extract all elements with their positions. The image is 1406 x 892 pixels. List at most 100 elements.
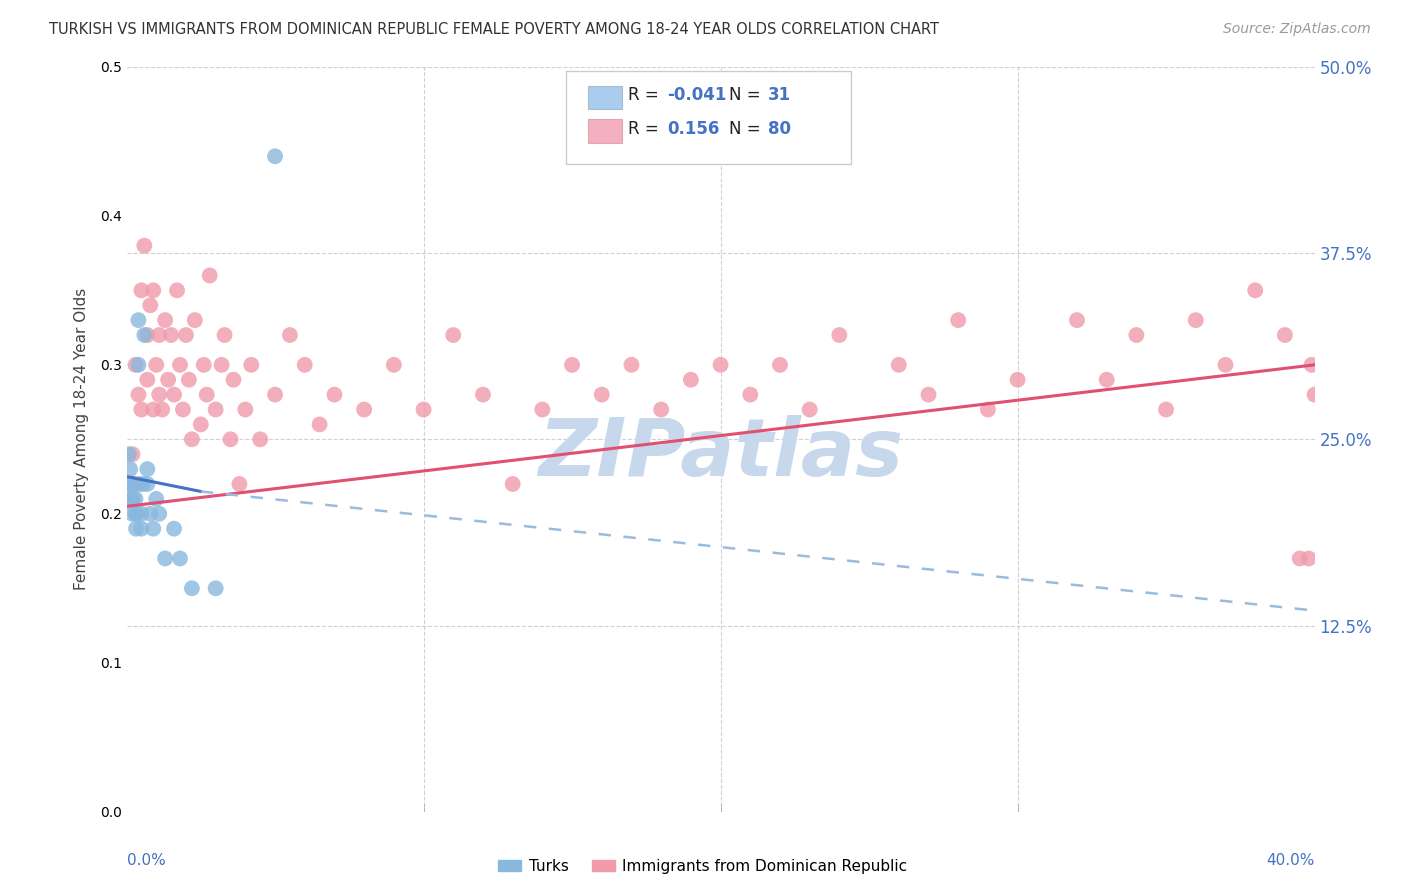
- Point: [120, 491, 142, 506]
- Point: [142, 402, 165, 417]
- Text: N =: N =: [728, 87, 766, 104]
- Point: [122, 477, 145, 491]
- Point: [153, 313, 176, 327]
- Point: [278, 328, 301, 343]
- Point: [121, 447, 143, 461]
- FancyBboxPatch shape: [588, 119, 621, 143]
- Point: [131, 522, 153, 536]
- Point: [308, 417, 330, 432]
- Point: [240, 358, 263, 372]
- Point: [180, 582, 202, 596]
- Point: [193, 358, 215, 372]
- Text: Source: ZipAtlas.com: Source: ZipAtlas.com: [1223, 22, 1371, 37]
- Point: [136, 328, 159, 343]
- Point: [948, 313, 970, 327]
- Point: [139, 298, 162, 312]
- Point: [264, 387, 287, 401]
- Point: [1184, 313, 1206, 327]
- Point: [120, 462, 142, 476]
- Point: [620, 358, 643, 372]
- Point: [228, 477, 250, 491]
- Point: [264, 149, 287, 163]
- Point: [828, 328, 851, 343]
- Point: [125, 522, 148, 536]
- Point: [353, 402, 375, 417]
- Point: [679, 373, 702, 387]
- Point: [1125, 328, 1147, 343]
- Point: [122, 491, 145, 506]
- Point: [169, 551, 191, 566]
- Point: [740, 387, 762, 401]
- FancyBboxPatch shape: [567, 70, 851, 164]
- Point: [134, 328, 156, 343]
- Point: [412, 402, 434, 417]
- Point: [1301, 358, 1323, 372]
- Point: [127, 313, 149, 327]
- Point: [799, 402, 821, 417]
- Text: ZIPatlas: ZIPatlas: [538, 415, 903, 493]
- Point: [124, 491, 146, 506]
- Point: [139, 507, 162, 521]
- Point: [1244, 284, 1267, 298]
- Point: [124, 507, 146, 521]
- Text: R =: R =: [628, 120, 664, 137]
- Point: [1007, 373, 1029, 387]
- Point: [294, 358, 316, 372]
- Text: -0.041: -0.041: [666, 87, 727, 104]
- Text: TURKISH VS IMMIGRANTS FROM DOMINICAN REPUBLIC FEMALE POVERTY AMONG 18-24 YEAR OL: TURKISH VS IMMIGRANTS FROM DOMINICAN REP…: [49, 22, 939, 37]
- Point: [917, 387, 939, 401]
- Point: [132, 477, 155, 491]
- Point: [249, 433, 271, 447]
- Point: [184, 313, 207, 327]
- Point: [204, 402, 226, 417]
- Point: [169, 358, 191, 372]
- Point: [160, 328, 183, 343]
- Point: [531, 402, 554, 417]
- Point: [136, 477, 159, 491]
- Point: [211, 358, 233, 372]
- Point: [142, 284, 165, 298]
- Point: [131, 402, 153, 417]
- Point: [145, 491, 167, 506]
- Point: [502, 477, 524, 491]
- Y-axis label: Female Poverty Among 18-24 Year Olds: Female Poverty Among 18-24 Year Olds: [73, 288, 89, 591]
- Point: [163, 387, 186, 401]
- Point: [323, 387, 346, 401]
- Point: [177, 373, 200, 387]
- Point: [1095, 373, 1118, 387]
- Point: [190, 417, 212, 432]
- Point: [134, 238, 156, 252]
- Point: [142, 522, 165, 536]
- Point: [148, 328, 170, 343]
- Point: [219, 433, 242, 447]
- Point: [118, 477, 141, 491]
- Point: [472, 387, 495, 401]
- Point: [127, 387, 149, 401]
- Point: [180, 433, 202, 447]
- Point: [198, 268, 221, 283]
- Point: [153, 551, 176, 566]
- Point: [150, 402, 173, 417]
- Point: [148, 507, 170, 521]
- Text: 80: 80: [768, 120, 792, 137]
- Point: [214, 328, 236, 343]
- Point: [1298, 551, 1320, 566]
- Text: 31: 31: [768, 87, 792, 104]
- Point: [118, 477, 141, 491]
- Point: [1288, 551, 1310, 566]
- Point: [195, 387, 218, 401]
- Point: [1154, 402, 1177, 417]
- Point: [125, 507, 148, 521]
- Text: 40.0%: 40.0%: [1267, 853, 1315, 868]
- Point: [136, 462, 159, 476]
- Point: [1274, 328, 1296, 343]
- Point: [127, 358, 149, 372]
- Point: [887, 358, 910, 372]
- Legend: Turks, Immigrants from Dominican Republic: Turks, Immigrants from Dominican Republi…: [492, 853, 914, 880]
- Point: [121, 477, 143, 491]
- Point: [710, 358, 733, 372]
- Point: [128, 477, 150, 491]
- Point: [131, 284, 153, 298]
- Point: [166, 284, 188, 298]
- Point: [121, 507, 143, 521]
